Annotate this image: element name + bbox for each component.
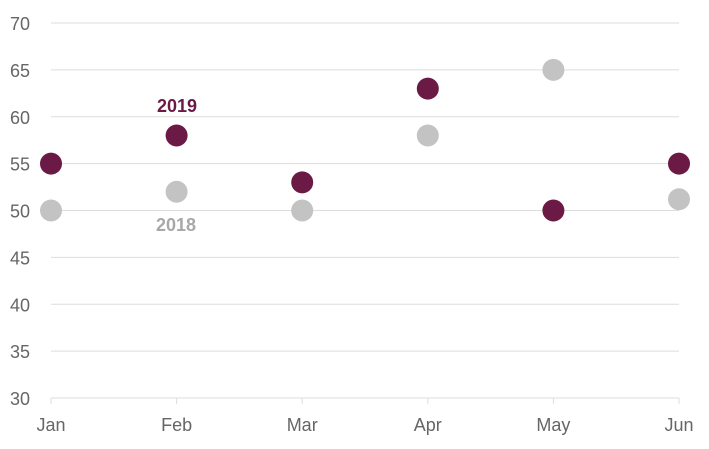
y-tick-label: 50: [10, 202, 30, 222]
point-2019-feb: [165, 124, 188, 147]
point-2019-jun: [668, 152, 690, 175]
point-2019-mar: [291, 171, 314, 194]
point-2018-may: [542, 58, 565, 81]
point-2019-apr: [416, 77, 439, 100]
series-2019-points: [40, 77, 690, 222]
grid-lines: [50, 22, 680, 404]
point-2018-jun: [668, 188, 690, 211]
point-2018-mar: [291, 199, 314, 222]
point-2019-may: [542, 199, 565, 222]
point-2018-jan: [40, 199, 62, 222]
y-tick-label: 65: [10, 61, 30, 81]
series-2018-points: [40, 58, 690, 222]
y-tick-label: 40: [10, 295, 30, 315]
y-axis-tick-labels: 30 35 40 45 50 55 60 65 70: [10, 14, 30, 409]
x-axis-tick-labels: Jan Feb Mar Apr May Jun: [36, 415, 693, 435]
point-2019-jan: [40, 152, 62, 175]
y-tick-label: 35: [10, 342, 30, 362]
y-tick-label: 45: [10, 248, 30, 268]
point-2018-feb: [165, 180, 188, 203]
x-tick-label-may: May: [536, 415, 570, 435]
y-tick-label: 60: [10, 108, 30, 128]
x-tick-label-jun: Jun: [664, 415, 693, 435]
x-tick-label-jan: Jan: [36, 415, 65, 435]
x-tick-label-apr: Apr: [414, 415, 442, 435]
series-label-2018: 2018: [156, 215, 196, 235]
x-tick-label-feb: Feb: [161, 415, 192, 435]
y-tick-label: 70: [10, 14, 30, 34]
y-tick-label: 30: [10, 389, 30, 409]
y-tick-label: 55: [10, 155, 30, 175]
series-label-2019: 2019: [157, 96, 197, 116]
point-2018-apr: [416, 124, 439, 147]
x-tick-label-mar: Mar: [287, 415, 318, 435]
